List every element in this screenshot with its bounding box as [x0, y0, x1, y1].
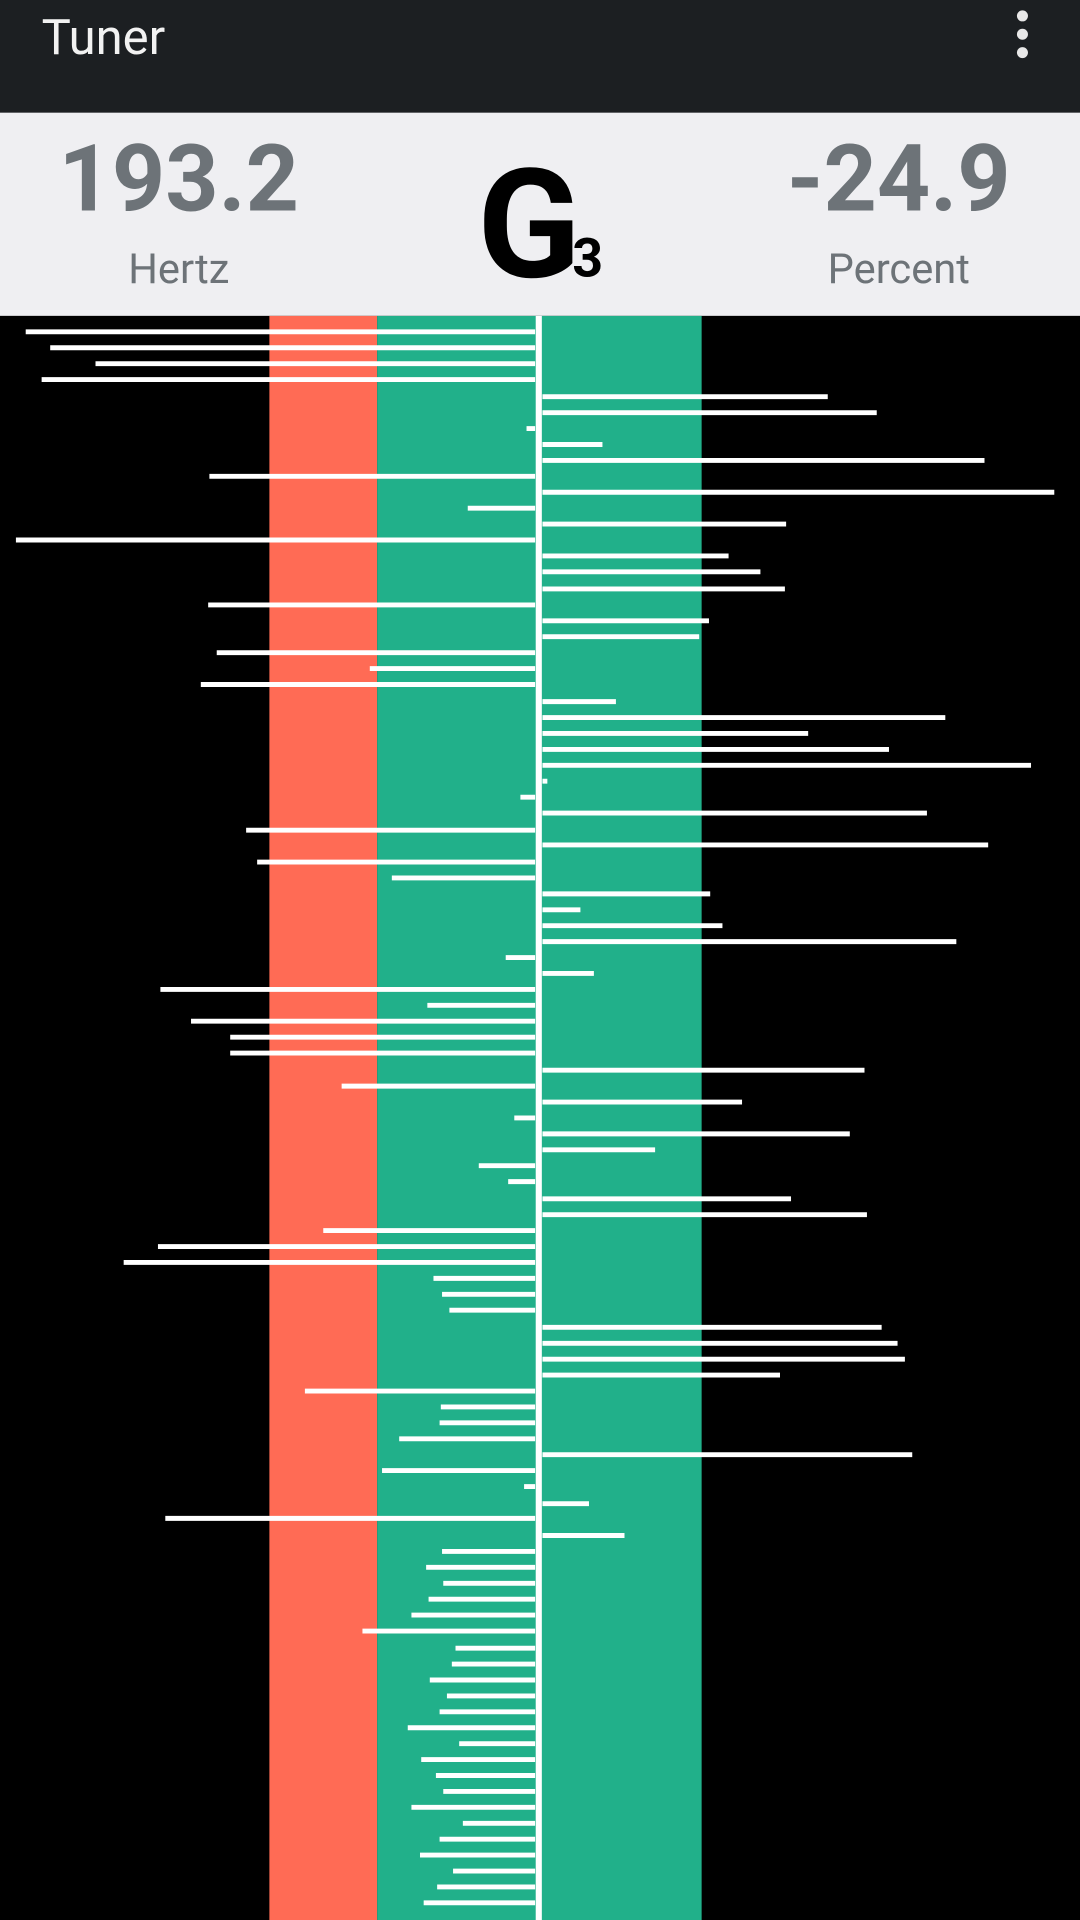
- deviation-history: [15, 329, 1055, 1906]
- app-bar: [0, 0, 1080, 113]
- deviation-value: -24.9: [787, 125, 1011, 234]
- note-name: G: [477, 137, 581, 315]
- center-line: [535, 315, 542, 1920]
- note-octave: 3: [572, 228, 603, 291]
- overflow-menu[interactable]: [1016, 10, 1028, 59]
- warning-band: [269, 315, 378, 1920]
- app-title: Tuner: [42, 9, 166, 66]
- deviation-unit: Percent: [828, 245, 970, 294]
- readout-panel: [0, 112, 1080, 316]
- frequency-unit: Hertz: [128, 245, 229, 294]
- frequency-value: 193.2: [59, 125, 300, 234]
